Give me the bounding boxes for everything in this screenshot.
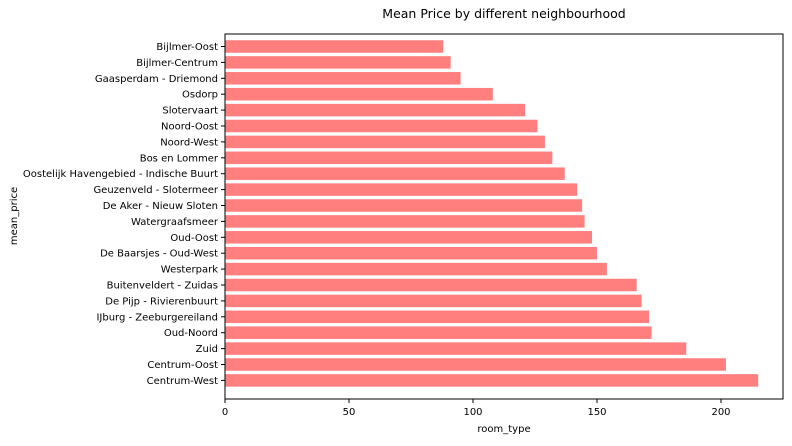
x-tick-label: 100 — [463, 407, 482, 418]
bar — [225, 56, 451, 69]
y-tick-label: Centrum-Oost — [147, 360, 218, 371]
y-tick-label: De Pijp - Rivierenbuurt — [105, 296, 218, 307]
y-tick-label: Geuzenveld - Slotermeer — [93, 185, 218, 196]
bar — [225, 135, 545, 149]
bar — [225, 87, 493, 101]
y-tick-label: Noord-West — [160, 137, 218, 148]
bar — [225, 310, 650, 324]
bar — [225, 262, 607, 276]
x-tick-label: 150 — [587, 407, 606, 418]
bar — [225, 278, 637, 292]
bar — [225, 40, 444, 53]
y-tick-label: Slotervaart — [162, 106, 218, 117]
y-tick-label: De Aker - Nieuw Sloten — [103, 201, 218, 212]
y-tick-label: IJburg - Zeeburgereiland — [96, 312, 218, 323]
y-tick-label: Bos en Lommer — [140, 153, 219, 164]
bars-layer — [225, 40, 759, 387]
y-tick-label: Gaasperdam - Driemond — [95, 74, 218, 85]
y-tick-label: Oud-Noord — [164, 328, 218, 339]
x-ticks: 0 50 100 150 200 — [222, 399, 731, 418]
bar — [225, 199, 583, 212]
y-tick-label: Bijlmer-Oost — [156, 42, 218, 53]
y-tick-label: De Baarsjes - Oud-West — [100, 249, 218, 260]
bar — [225, 119, 538, 133]
x-axis-label: room_type — [477, 424, 530, 435]
bar — [225, 72, 461, 85]
bar — [225, 342, 687, 355]
y-tick-label: Noord-Oost — [161, 122, 218, 133]
y-tick-label: Oostelijk Havengebied - Indische Buurt — [23, 169, 218, 180]
y-tick-label: Buitenveldert - Zuidas — [107, 281, 218, 292]
bar — [225, 151, 553, 165]
x-tick-label: 0 — [222, 407, 228, 418]
bar — [225, 326, 652, 339]
bar — [225, 294, 642, 308]
bar — [225, 215, 585, 228]
chart-title: Mean Price by different neighbourhood — [382, 6, 625, 21]
x-tick-label: 200 — [711, 407, 730, 418]
y-axis-label: mean_price — [9, 187, 20, 245]
y-tick-label: Zuid — [196, 344, 218, 355]
x-tick-label: 50 — [343, 407, 356, 418]
y-tick-labels: Bijlmer-Oost Bijlmer-Centrum Gaasperdam - … — [23, 42, 225, 387]
bar — [225, 103, 526, 117]
bar — [225, 183, 578, 196]
y-tick-label: Centrum-West — [147, 376, 218, 387]
y-tick-label: Osdorp — [182, 90, 218, 101]
y-tick-label: Westerpark — [161, 265, 218, 276]
bar — [225, 246, 597, 260]
y-tick-label: Watergraafsmeer — [131, 217, 219, 228]
y-tick-label: Oud-Oost — [170, 233, 218, 244]
bar — [225, 231, 593, 244]
bar — [225, 167, 565, 180]
y-tick-label: Bijlmer-Centrum — [136, 58, 218, 69]
plot-frame — [224, 33, 784, 400]
bar — [225, 358, 726, 371]
bar — [225, 374, 759, 387]
